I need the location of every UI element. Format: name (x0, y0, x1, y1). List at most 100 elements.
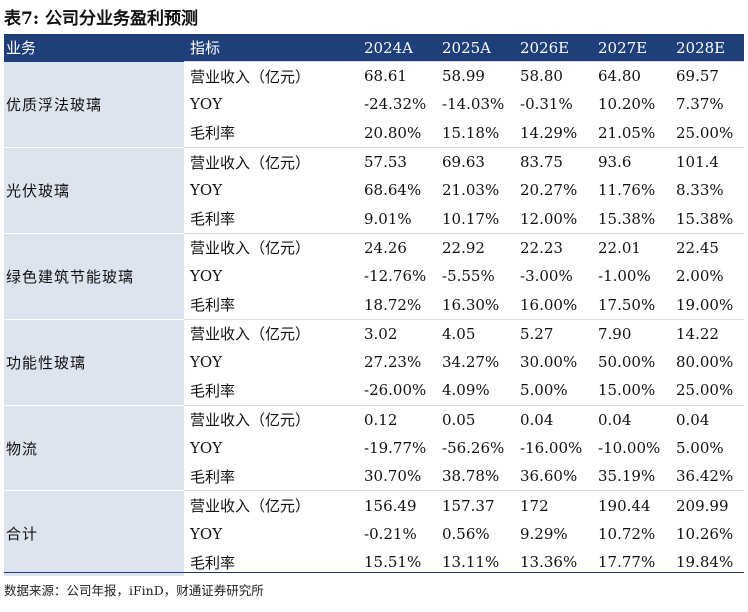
value-cell: 19.00% (676, 295, 734, 314)
value-cell: -3.00% (520, 267, 573, 286)
value-cell: 0.56% (442, 524, 490, 543)
forecast-table-wrapper: 业务 指标 2024A 2025A 2026E 2027E 2028E 优质浮法… (4, 34, 744, 577)
value-cell: 69.57 (670, 61, 744, 91)
business-name-cell: 合计 (4, 490, 184, 577)
source-note: 数据来源：公司年报，iFinD，财通证券研究所 (4, 583, 264, 598)
value-cell: -12.76% (364, 267, 427, 286)
table-row: YOY -19.77% -56.26% -16.00% -10.00% 5.00% (4, 434, 744, 462)
value-cell: 156.49 (358, 490, 436, 520)
table-row: 毛利率 -26.00% 4.09% 5.00% 15.00% 25.00% (4, 376, 744, 405)
table-row: YOY -24.32% -14.03% -0.31% 10.20% 7.37% (4, 90, 744, 118)
value-cell: 0.05 (436, 404, 514, 434)
metric-cell: YOY (190, 181, 223, 200)
metric-cell: 营业收入（亿元） (184, 146, 358, 177)
metric-cell: YOY (190, 95, 223, 114)
metric-cell: 毛利率 (190, 124, 236, 143)
value-cell: 10.72% (598, 524, 656, 543)
value-cell: 5.00% (520, 381, 568, 400)
table-row: 毛利率 18.72% 16.30% 16.00% 17.50% 19.00% (4, 290, 744, 319)
value-cell: 13.11% (442, 553, 500, 572)
value-cell: 30.70% (364, 467, 422, 486)
value-cell: -5.55% (442, 267, 495, 286)
value-cell: 0.04 (592, 404, 670, 434)
value-cell: 14.22 (670, 318, 744, 348)
value-cell: 7.37% (676, 95, 724, 114)
value-cell: -19.77% (364, 439, 427, 457)
value-cell: 8.33% (676, 181, 724, 200)
header-metric: 指标 (184, 34, 358, 62)
value-cell: 58.99 (436, 61, 514, 91)
value-cell: 0.12 (358, 404, 436, 434)
value-cell: 13.36% (520, 553, 578, 572)
forecast-table: 业务 指标 2024A 2025A 2026E 2027E 2028E 优质浮法… (4, 34, 744, 577)
metric-cell: 营业收入（亿元） (184, 490, 358, 520)
value-cell: 0.04 (514, 404, 592, 434)
value-cell: 93.6 (592, 146, 670, 177)
table-row: 毛利率 9.01% 10.17% 12.00% 15.38% 15.38% (4, 204, 744, 233)
value-cell: 15.38% (598, 209, 656, 228)
footer-divider (4, 572, 744, 573)
value-cell: 68.61 (358, 61, 436, 91)
value-cell: -14.03% (442, 95, 505, 114)
metric-cell: YOY (190, 524, 223, 543)
value-cell: 64.80 (592, 61, 670, 91)
header-business: 业务 (4, 34, 184, 62)
value-cell: 38.78% (442, 467, 500, 486)
table-row: YOY 68.64% 21.03% 20.27% 11.76% 8.33% (4, 176, 744, 204)
value-cell: -1.00% (598, 267, 651, 286)
value-cell: 21.05% (598, 123, 656, 142)
value-cell: 10.17% (442, 209, 500, 228)
value-cell: 10.26% (676, 524, 734, 543)
header-2026e: 2026E (514, 34, 592, 62)
value-cell: 36.60% (520, 467, 578, 486)
metric-cell: 营业收入（亿元） (184, 318, 358, 348)
business-name-cell: 物流 (4, 404, 184, 491)
metric-cell: 毛利率 (190, 553, 236, 572)
table-row: YOY -0.21% 0.56% 9.29% 10.72% 10.26% (4, 520, 744, 548)
metric-cell: 营业收入（亿元） (184, 61, 358, 91)
table-row: 毛利率 30.70% 38.78% 36.60% 35.19% 36.42% (4, 462, 744, 491)
value-cell: 57.53 (358, 146, 436, 177)
value-cell: 34.27% (442, 353, 500, 372)
value-cell: 80.00% (676, 353, 734, 372)
value-cell: 4.05 (436, 318, 514, 348)
table-row: YOY 27.23% 34.27% 30.00% 50.00% 80.00% (4, 348, 744, 376)
metric-cell: 毛利率 (190, 210, 236, 229)
value-cell: -26.00% (364, 381, 427, 400)
table-row: 优质浮法玻璃 营业收入（亿元） 68.61 58.99 58.80 64.80 69.57 (4, 61, 744, 148)
value-cell: 172 (514, 490, 592, 520)
value-cell: 30.00% (520, 353, 578, 372)
value-cell: 157.37 (436, 490, 514, 520)
value-cell: 21.03% (442, 181, 500, 200)
value-cell: 36.42% (676, 467, 734, 486)
table-row: 物流 营业收入（亿元） 0.12 0.05 0.04 0.04 0.04 (4, 404, 744, 491)
table-row: 绿色建筑节能玻璃 营业收入（亿元） 24.26 22.92 22.23 22.01 22.4… (4, 232, 744, 320)
value-cell: 22.92 (436, 232, 514, 263)
value-cell: 4.09% (442, 381, 490, 400)
business-name-cell: 功能性玻璃 (4, 318, 184, 406)
value-cell: 15.00% (598, 381, 656, 400)
value-cell: 16.00% (520, 295, 578, 314)
header-2027e: 2027E (592, 34, 670, 62)
value-cell: 22.23 (514, 232, 592, 263)
metric-cell: 毛利率 (190, 296, 236, 315)
value-cell: 5.27 (514, 318, 592, 348)
value-cell: 5.00% (676, 439, 724, 457)
value-cell: -0.31% (520, 95, 573, 114)
table-row: 合计 营业收入（亿元） 156.49 157.37 172 190.44 209.99 (4, 490, 744, 577)
value-cell: -0.21% (364, 524, 417, 543)
value-cell: 69.63 (436, 146, 514, 177)
metric-cell: 营业收入（亿元） (184, 404, 358, 434)
value-cell: 12.00% (520, 209, 578, 228)
value-cell: 17.50% (598, 295, 656, 314)
value-cell: -10.00% (598, 439, 661, 457)
value-cell: 190.44 (592, 490, 670, 520)
metric-cell: 营业收入（亿元） (184, 232, 358, 263)
value-cell: 15.38% (676, 209, 734, 228)
value-cell: 209.99 (670, 490, 744, 520)
value-cell: 19.84% (676, 553, 734, 572)
value-cell: 3.02 (358, 318, 436, 348)
value-cell: 35.19% (598, 467, 656, 486)
value-cell: -56.26% (442, 439, 505, 457)
header-2028e: 2028E (670, 34, 744, 62)
